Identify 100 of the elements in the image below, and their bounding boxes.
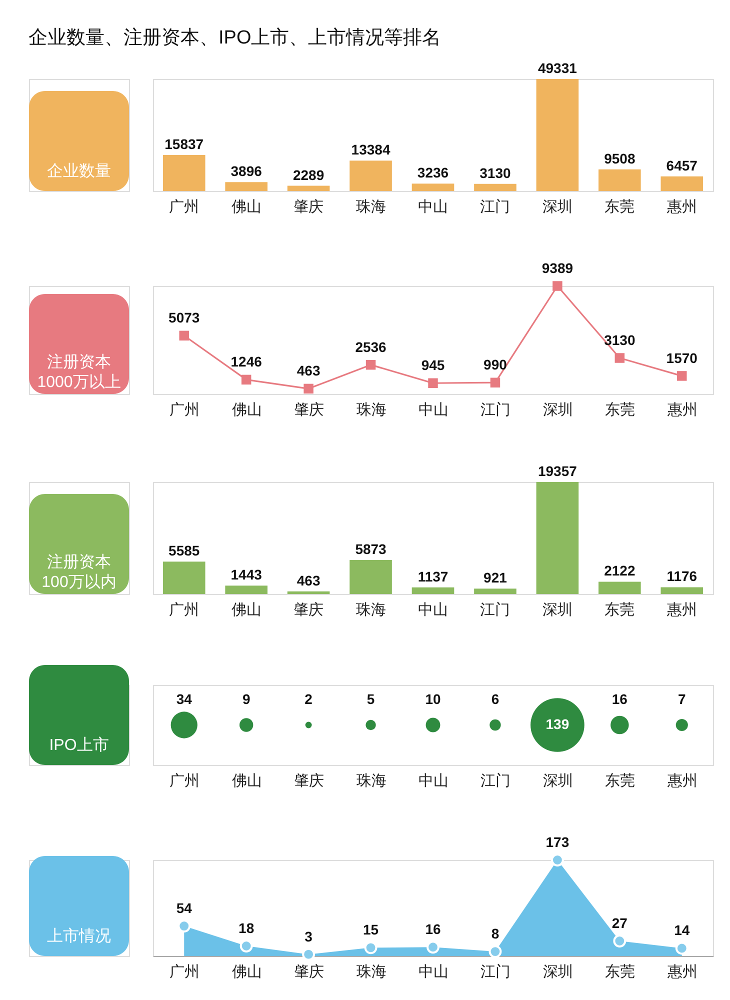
data-label: 27 [612, 915, 628, 932]
data-label: 13384 [351, 142, 390, 158]
bar [474, 588, 516, 594]
bar [350, 160, 392, 191]
x-tick-label: 东莞 [605, 402, 636, 418]
data-label: 1176 [666, 568, 698, 584]
data-label: 15 [362, 922, 379, 938]
x-tick-label: 深圳 [542, 402, 573, 418]
x-tick-label: 珠海 [356, 198, 386, 216]
data-label: 2289 [292, 166, 324, 183]
bar [598, 169, 641, 191]
point [488, 945, 502, 958]
data-label: 14 [674, 922, 690, 938]
bar [412, 587, 454, 594]
data-label: 18 [238, 920, 254, 936]
category-label: 江门 [480, 772, 511, 790]
data-label: 3 [304, 928, 313, 944]
x-tick-label: 中山 [418, 198, 448, 216]
x-tick-label: 广州 [169, 198, 200, 216]
bar [536, 482, 579, 594]
data-label: 5585 [168, 542, 200, 559]
data-label: 8 [491, 926, 500, 942]
data-label: 10 [425, 691, 441, 707]
data-label: 54 [176, 900, 192, 916]
data-label: 16 [425, 921, 441, 938]
x-tick-label: 惠州 [666, 602, 697, 618]
category-label: 深圳 [542, 772, 573, 790]
point [241, 374, 252, 385]
data-label: 173 [546, 834, 570, 850]
data-label: 49331 [538, 60, 578, 76]
bar [474, 184, 516, 191]
point [675, 942, 688, 955]
data-label: 2 [304, 691, 313, 707]
x-tick-label: 东莞 [604, 602, 635, 618]
data-label: 463 [296, 362, 320, 379]
point [613, 934, 626, 948]
data-label: 3130 [604, 332, 636, 348]
data-label: 463 [296, 572, 320, 588]
data-label: 3130 [480, 164, 512, 181]
point [240, 940, 253, 952]
x-tick-label: 中山 [418, 402, 448, 418]
data-label: 3236 [417, 164, 449, 181]
category-label: 东莞 [605, 772, 636, 790]
y-axis-title: 上市情况 [47, 927, 111, 945]
data-label: 1570 [666, 350, 698, 366]
x-tick-label: 珠海 [356, 964, 386, 980]
y-axis-title: 注册资本 100万以内 [42, 553, 116, 591]
point [179, 330, 189, 341]
x-tick-label: 惠州 [666, 198, 697, 216]
x-tick-label: 深圳 [542, 602, 572, 618]
x-tick-label: 佛山 [232, 964, 262, 980]
category-label: 珠海 [356, 772, 386, 790]
point [552, 281, 562, 291]
bar [598, 582, 641, 594]
bar [225, 586, 268, 594]
bar [350, 560, 392, 594]
point [364, 941, 378, 954]
data-label: 1137 [418, 568, 448, 584]
data-label: 9508 [604, 150, 636, 166]
x-tick-label: 广州 [170, 964, 200, 980]
point [426, 940, 440, 954]
data-label: 19357 [538, 463, 578, 479]
x-tick-label: 肇庆 [294, 964, 324, 980]
data-label: 6 [491, 691, 500, 707]
y-axis-title: 企业数量 [47, 162, 111, 180]
x-tick-label: 佛山 [231, 198, 262, 216]
x-tick-label: 佛山 [232, 402, 262, 418]
point [428, 378, 438, 388]
x-tick-label: 肇庆 [294, 198, 324, 216]
point [366, 360, 376, 370]
point [490, 378, 500, 388]
x-tick-label: 东莞 [605, 964, 636, 980]
data-label: 9 [242, 691, 250, 707]
data-label: 945 [421, 357, 445, 374]
point [677, 371, 687, 381]
bar [287, 591, 330, 594]
x-tick-label: 深圳 [542, 198, 572, 216]
x-tick-label: 珠海 [356, 602, 386, 618]
data-label: 9389 [542, 260, 574, 276]
x-tick-label: 珠海 [356, 402, 386, 418]
bar [660, 176, 704, 191]
x-tick-label: 惠州 [666, 402, 698, 418]
bar [287, 186, 330, 191]
data-label: 34 [176, 691, 192, 707]
category-label: 广州 [170, 772, 200, 790]
data-label: 990 [484, 356, 508, 373]
category-label: 佛山 [232, 772, 262, 790]
x-tick-label: 江门 [480, 198, 510, 216]
category-label: 惠州 [666, 772, 698, 790]
point [302, 948, 316, 961]
data-label: 5873 [355, 541, 387, 558]
data-label: 2122 [604, 562, 636, 579]
category-label: 中山 [418, 772, 448, 790]
y-axis-title: 注册资本 1000万以上 [37, 353, 121, 391]
x-tick-label: 佛山 [231, 602, 262, 618]
bar [162, 155, 206, 191]
x-tick-label: 中山 [418, 602, 448, 618]
x-tick-label: 肇庆 [294, 602, 324, 618]
x-tick-label: 江门 [480, 602, 510, 618]
data-label: 3896 [230, 163, 262, 180]
